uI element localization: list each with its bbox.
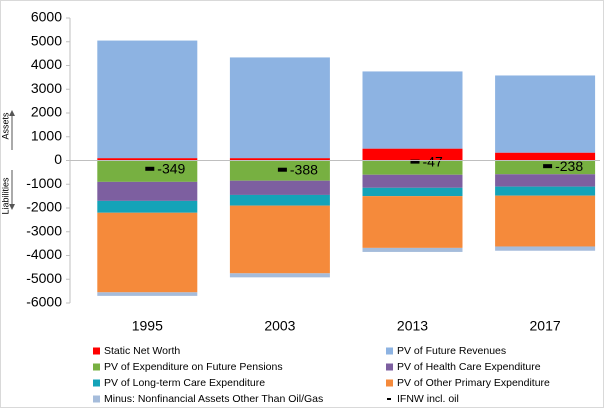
y-tick-label: -5000 xyxy=(26,270,62,286)
x-tick-label: 1995 xyxy=(132,318,163,334)
legend-swatch xyxy=(386,363,393,371)
bar-segment xyxy=(97,181,198,201)
y-tick-label: -2000 xyxy=(26,199,62,215)
bar-segment xyxy=(362,148,463,161)
bar-segment xyxy=(362,247,463,252)
ifnw-label: -238 xyxy=(555,158,583,174)
bar-segment xyxy=(495,195,596,247)
y-tick-label: 4000 xyxy=(31,56,62,72)
bar-segment xyxy=(495,152,596,161)
bar-segment xyxy=(229,205,330,274)
liabilities-label: Liabilities xyxy=(0,177,10,215)
legend-label: PV of Future Revenues xyxy=(397,345,506,357)
bar-segment xyxy=(97,160,198,182)
legend-label: IFNW incl. oil xyxy=(397,393,459,405)
y-tick-label: -3000 xyxy=(26,222,62,238)
y-tick-label: -6000 xyxy=(26,294,62,310)
bar-segment xyxy=(495,174,596,187)
ifnw-label: -349 xyxy=(157,160,185,176)
legend-swatch xyxy=(386,347,393,355)
ifnw-marker xyxy=(410,159,420,164)
ifnw-marker xyxy=(145,166,155,171)
legend-swatch xyxy=(387,398,391,400)
liabilities-arrow-head xyxy=(9,204,15,210)
legend-swatch xyxy=(93,379,100,387)
y-tick-label: 0 xyxy=(54,151,62,167)
bar-segment xyxy=(229,273,330,278)
bar-segment xyxy=(229,180,330,195)
bar-segment xyxy=(97,158,198,161)
assets-arrow-head xyxy=(9,110,15,116)
y-tick-label: 3000 xyxy=(31,80,62,96)
y-tick-label: -4000 xyxy=(26,246,62,262)
legend-swatch xyxy=(386,379,393,387)
y-tick-label: 6000 xyxy=(31,9,62,25)
legend-label: PV of Long-term Care Expenditure xyxy=(104,377,265,389)
bar-segment xyxy=(97,40,198,159)
bar-segment xyxy=(495,75,596,153)
legend-swatch xyxy=(93,363,100,371)
bar-segment xyxy=(97,200,198,213)
legend-label: Static Net Worth xyxy=(104,345,180,357)
x-tick-label: 2017 xyxy=(530,318,561,334)
bar-segment xyxy=(362,71,463,149)
bar-segment xyxy=(495,186,596,196)
bar-segment xyxy=(362,174,463,188)
legend-swatch xyxy=(93,395,100,403)
bar-segment xyxy=(362,160,463,175)
bar-segment xyxy=(97,212,198,293)
ifnw-label: -47 xyxy=(423,153,443,169)
legend-swatch xyxy=(93,347,100,355)
y-tick-label: -1000 xyxy=(26,175,62,191)
legend-label: Minus: Nonfinancial Assets Other Than Oi… xyxy=(104,393,323,405)
bar-segment xyxy=(362,196,463,248)
x-tick-label: 2013 xyxy=(397,318,428,334)
y-tick-label: 1000 xyxy=(31,127,62,143)
assets-label: Assets xyxy=(0,112,10,140)
legend-label: PV of Other Primary Expenditure xyxy=(397,377,550,389)
bar-segment xyxy=(495,246,596,251)
bar-segment xyxy=(229,194,330,206)
legend-label: PV of Expenditure on Future Pensions xyxy=(104,361,283,373)
y-tick-label: 5000 xyxy=(31,32,62,48)
ifnw-label: -388 xyxy=(290,161,318,177)
y-tick-label: 2000 xyxy=(31,104,62,120)
ifnw-marker xyxy=(543,164,553,169)
x-tick-label: 2003 xyxy=(264,318,295,334)
ifnw-marker xyxy=(277,167,287,172)
bar-segment xyxy=(362,187,463,197)
bar-segment xyxy=(229,57,330,159)
bar-segment xyxy=(229,158,330,161)
legend-label: PV of Health Care Expenditure xyxy=(397,361,541,373)
bar-segment xyxy=(97,292,198,296)
